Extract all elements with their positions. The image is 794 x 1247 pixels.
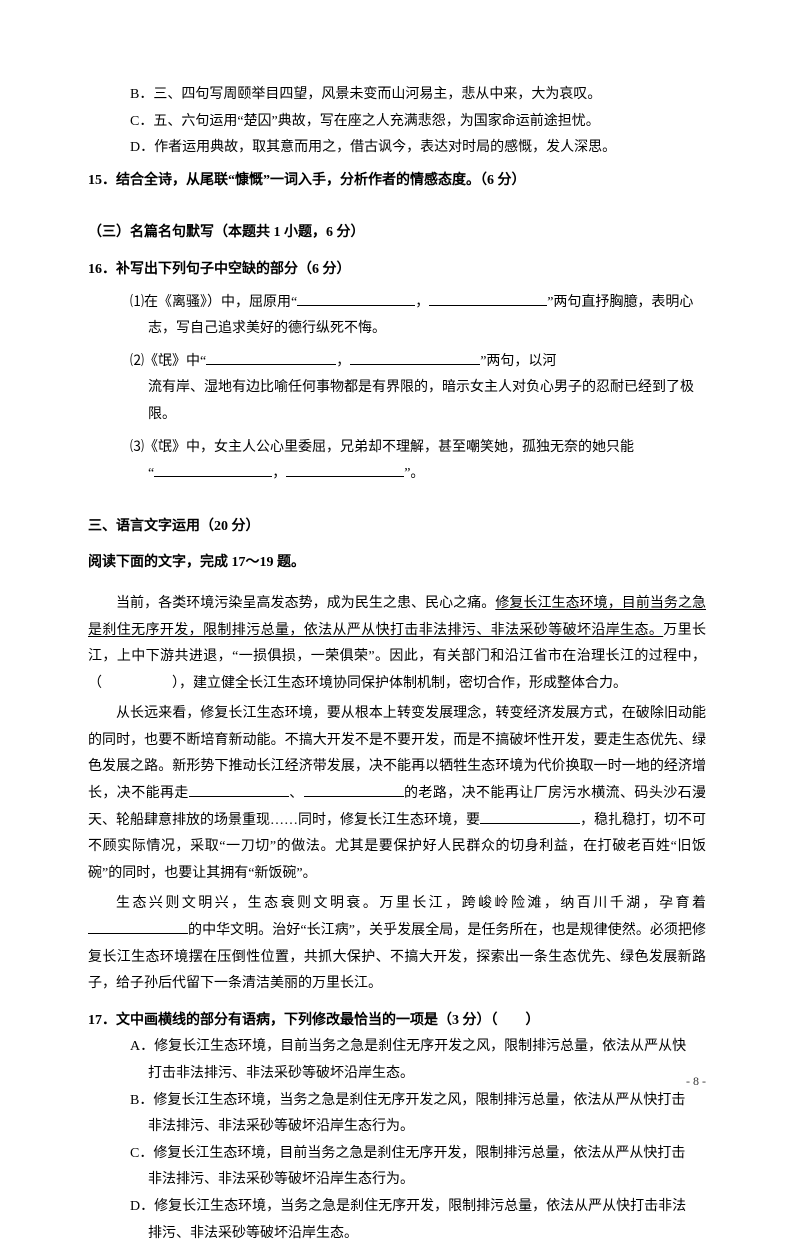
choice-d: D．作者运用典故，取其意而用之，借古讽今，表达对时局的感慨，发人深思。 xyxy=(88,135,706,162)
q17-choice-c: C．修复长江生态环境，目前当务之急是刹住无序开发，限制排污总量，依法从严从快打击 xyxy=(88,1141,706,1168)
q17-choice-b-cont: 非法排污、非法采砂等破坏沿岸生态行为。 xyxy=(88,1114,706,1141)
section-3-title: （三）名篇名句默写（本题共 1 小题，6 分） xyxy=(88,220,706,247)
paragraph-2: 从长远来看，修复长江生态环境，要从根本上转变发展理念，转变经济发展方式，在破除旧… xyxy=(88,701,706,887)
q17-choice-a-cont: 打击非法排污、非法采砂等破坏沿岸生态。 xyxy=(88,1061,706,1088)
blank xyxy=(350,351,480,365)
q16-sub2: ⑵《氓》中“ ， ”两句，以河 xyxy=(88,349,706,376)
q16-sub3-line2: “，”。 xyxy=(88,461,706,488)
blank xyxy=(154,463,272,477)
q17-choice-a: A．修复长江生态环境，目前当务之急是刹住无序开发之风，限制排污总量，依法从严从快 xyxy=(88,1034,706,1061)
q16-s2b: ， xyxy=(336,354,350,369)
para3-a: 生态兴则文明兴，生态衰则文明衰。万里长江，跨峻岭险滩，纳百川千湖，孕育着 xyxy=(116,896,706,911)
para1-a: 当前，各类环境污染呈高发态势，成为民生之患、民心之痛。 xyxy=(116,596,495,611)
q16-s2c: ”两句，以河 xyxy=(480,354,556,369)
choice-b: B．三、四句写周颐举目四望，风景未变而山河易主，悲从中来，大为哀叹。 xyxy=(88,82,706,109)
q16-sub1: ⑴在《离骚》）中，屈原用“ ， ”两句直抒胸臆，表明心 xyxy=(88,290,706,317)
q16-s2a: ⑵《氓》中“ xyxy=(130,354,206,369)
question-15: 15．结合全诗，从尾联“慷慨”一词入手，分析作者的情感态度。（6 分） xyxy=(88,168,706,195)
blank xyxy=(189,783,289,797)
q16-sub3: ⑶《氓》中，女主人公心里委屈，兄弟却不理解，甚至嘲笑她，孤独无奈的她只能 xyxy=(88,435,706,462)
paragraph-1: 当前，各类环境污染呈高发态势，成为民生之患、民心之痛。修复长江生态环境，目前当务… xyxy=(88,591,706,697)
choice-c: C．五、六句运用“楚囚”典故，写在座之人充满悲怨，为国家命运前途担忧。 xyxy=(88,109,706,136)
blank xyxy=(88,920,188,934)
page-number: - 8 - xyxy=(686,1070,706,1093)
q16-sub2-cont: 流有岸、湿地有边比喻任何事物都是有界限的，暗示女主人对负心男子的忍耐已经到了极限… xyxy=(88,375,706,428)
blank xyxy=(480,810,580,824)
q16-sub1-cont: 志，写自己追求美好的德行纵死不悔。 xyxy=(88,316,706,343)
blank xyxy=(429,292,547,306)
paragraph-3: 生态兴则文明兴，生态衰则文明衰。万里长江，跨峻岭险滩，纳百川千湖，孕育着的中华文… xyxy=(88,891,706,997)
q16-s1a: ⑴在《离骚》）中，屈原用“ xyxy=(130,295,297,310)
para2-b: 、 xyxy=(289,786,304,801)
blank xyxy=(286,463,404,477)
blank xyxy=(297,292,415,306)
blank xyxy=(304,783,404,797)
q16-s1b: ， xyxy=(415,295,429,310)
question-16-title: 16．补写出下列句子中空缺的部分（6 分） xyxy=(88,257,706,284)
q17-choice-b: B．修复长江生态环境，当务之急是刹住无序开发之风，限制排污总量，依法从严从快打击 xyxy=(88,1088,706,1115)
q17-choice-c-cont: 非法排污、非法采砂等破坏沿岸生态行为。 xyxy=(88,1167,706,1194)
section-language-title: 三、语言文字运用（20 分） xyxy=(88,514,706,541)
q17-choice-d: D．修复长江生态环境，当务之急是刹住无序开发，限制排污总量，依法从严从快打击非法 xyxy=(88,1194,706,1221)
question-17-title: 17．文中画横线的部分有语病，下列修改最恰当的一项是（3 分）（ ） xyxy=(88,1008,706,1035)
q16-s3d: ”。 xyxy=(404,466,424,481)
blank xyxy=(206,351,336,365)
q16-s1c: ”两句直抒胸臆，表明心 xyxy=(547,295,693,310)
q16-s3c: ， xyxy=(272,466,286,481)
q17-choice-d-cont: 排污、非法采砂等破坏沿岸生态。 xyxy=(88,1221,706,1247)
reading-instruction: 阅读下面的文字，完成 17～19 题。 xyxy=(88,550,706,577)
